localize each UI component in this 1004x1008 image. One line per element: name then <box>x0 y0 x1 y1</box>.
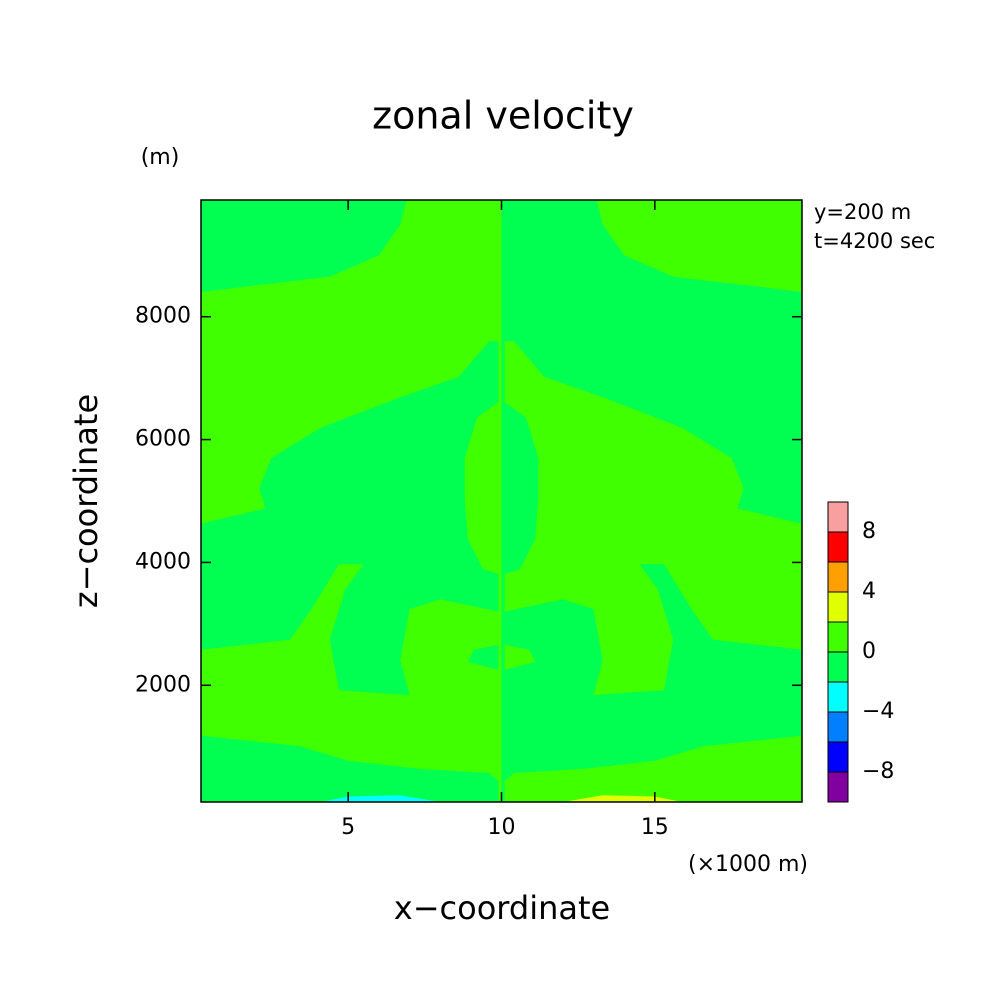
colorbar-tick-label: 0 <box>862 639 876 664</box>
x-tick-label: 10 <box>488 815 516 840</box>
x-tick-label: 15 <box>641 815 669 840</box>
colorbar-band <box>827 531 849 563</box>
contour-region <box>320 795 441 802</box>
colorbar-band <box>827 591 849 623</box>
chart-title: zonal velocity <box>372 94 634 138</box>
colorbar-tick-label: 4 <box>862 579 876 604</box>
colorbar-band <box>827 651 849 683</box>
colorbar-band <box>827 741 849 773</box>
colorbar-tick-label: −8 <box>862 759 894 784</box>
colorbar-band <box>827 621 849 653</box>
contour-field <box>201 200 802 802</box>
contour-region <box>201 200 407 293</box>
annotation: t=4200 sec <box>814 229 935 253</box>
y-tick-label: 4000 <box>135 549 191 574</box>
colorbar-band <box>827 501 849 533</box>
x-unit: (×1000 m) <box>688 852 808 877</box>
contour-region <box>596 200 802 293</box>
contour-region <box>562 473 588 499</box>
y-axis-label: z−coordinate <box>67 394 105 608</box>
x-tick-label: 5 <box>341 815 355 840</box>
contour-region <box>504 644 536 670</box>
contour-region <box>504 341 802 696</box>
colorbar-band <box>827 771 849 803</box>
x-axis-label: x−coordinate <box>394 889 610 927</box>
y-tick-label: 2000 <box>135 672 191 697</box>
contour-region <box>201 341 499 696</box>
contour-region <box>201 735 499 802</box>
colorbar-band <box>827 681 849 713</box>
annotation: y=200 m <box>814 200 911 224</box>
colorbar-tick-label: −4 <box>862 699 894 724</box>
colorbar-tick-label: 8 <box>862 519 876 544</box>
contour-region <box>467 644 499 670</box>
contour-region <box>504 735 802 802</box>
colorbar-band <box>827 711 849 743</box>
y-tick-label: 6000 <box>135 427 191 452</box>
y-tick-label: 8000 <box>135 304 191 329</box>
contour-region <box>562 795 683 802</box>
colorbar-band <box>827 561 849 593</box>
y-unit: (m) <box>141 145 180 170</box>
contour-region <box>415 473 441 499</box>
